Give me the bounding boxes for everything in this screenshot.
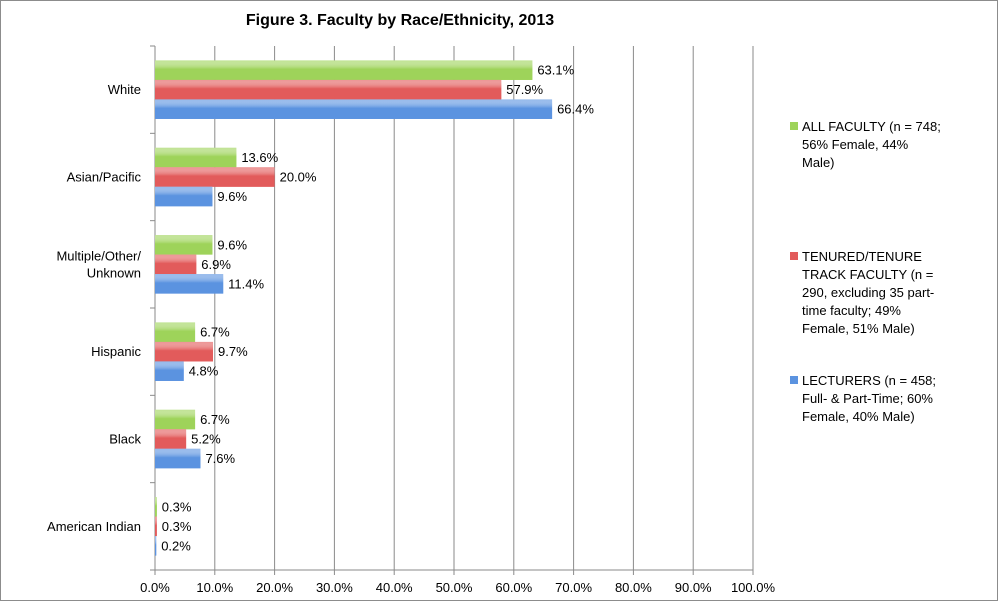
bar-shading bbox=[155, 167, 275, 187]
category-label: White bbox=[108, 82, 141, 97]
bar-shading bbox=[155, 448, 201, 469]
bar-shading bbox=[155, 429, 187, 449]
x-tick-label: 70.0% bbox=[555, 580, 592, 595]
bar-shading bbox=[155, 516, 157, 537]
category-label: Unknown bbox=[87, 265, 141, 280]
legend-label: TENURED/TENURE TRACK FACULTY (n = 290, exc… bbox=[802, 248, 967, 338]
data-label: 20.0% bbox=[280, 170, 317, 185]
legend-label-line: ALL FACULTY (n = 748; bbox=[802, 119, 941, 134]
x-tick-label: 10.0% bbox=[196, 580, 233, 595]
legend-label-line: Female, 51% Male) bbox=[802, 321, 915, 336]
data-label: 0.3% bbox=[162, 519, 192, 534]
legend-label-line: TENURED/TENURE bbox=[802, 249, 922, 264]
bar-shading bbox=[155, 536, 157, 556]
data-label: 5.2% bbox=[191, 432, 221, 447]
bar-shading bbox=[155, 361, 184, 381]
data-label: 6.9% bbox=[201, 257, 231, 272]
data-label: 66.4% bbox=[557, 102, 594, 117]
data-label: 9.7% bbox=[218, 344, 248, 359]
category-label: Multiple/Other/ bbox=[56, 248, 141, 263]
data-label: 0.2% bbox=[161, 538, 191, 553]
bar-shading bbox=[155, 147, 237, 168]
legend-swatch bbox=[790, 122, 798, 130]
data-label: 6.7% bbox=[200, 325, 230, 340]
bar-shading bbox=[155, 60, 533, 80]
data-label: 9.6% bbox=[217, 237, 247, 252]
bar-shading bbox=[155, 341, 214, 362]
category-label: Asian/Pacific bbox=[67, 170, 142, 185]
legend-label-line: 56% Female, 44% bbox=[802, 137, 909, 152]
x-tick-label: 90.0% bbox=[675, 580, 712, 595]
data-label: 13.6% bbox=[241, 150, 278, 165]
x-tick-label: 80.0% bbox=[615, 580, 652, 595]
data-label: 6.7% bbox=[200, 412, 230, 427]
bar-shading bbox=[155, 79, 502, 100]
bar-shading bbox=[155, 99, 553, 119]
legend-swatch bbox=[790, 252, 798, 260]
x-tick-label: 0.0% bbox=[140, 580, 170, 595]
data-label: 7.6% bbox=[205, 451, 235, 466]
bar-shading bbox=[155, 322, 196, 342]
x-tick-label: 40.0% bbox=[376, 580, 413, 595]
category-label: Black bbox=[109, 432, 141, 447]
legend-label-line: Male) bbox=[802, 155, 835, 170]
data-label: 57.9% bbox=[506, 82, 543, 97]
bar-shading bbox=[155, 409, 196, 430]
data-label: 9.6% bbox=[217, 189, 247, 204]
legend-label: ALL FACULTY (n = 748; 56% Female, 44% Male… bbox=[802, 118, 967, 172]
chart-title: Figure 3. Faculty by Race/Ethnicity, 201… bbox=[245, 12, 555, 29]
bar-shading bbox=[155, 186, 213, 207]
x-tick-label: 100.0% bbox=[731, 580, 776, 595]
x-tick-label: 30.0% bbox=[316, 580, 353, 595]
data-label: 11.4% bbox=[228, 276, 264, 291]
category-label: American Indian bbox=[47, 519, 141, 534]
legend-label-line: Full- & Part-Time; 60% bbox=[802, 391, 933, 406]
legend-swatch bbox=[790, 376, 798, 384]
x-tick-label: 60.0% bbox=[495, 580, 532, 595]
legend-label-line: LECTURERS (n = 458; bbox=[802, 373, 937, 388]
data-label: 0.3% bbox=[162, 499, 192, 514]
x-tick-label: 20.0% bbox=[256, 580, 293, 595]
legend-label-line: 290, excluding 35 part- bbox=[802, 285, 935, 300]
legend-label-line: TRACK FACULTY (n = bbox=[802, 267, 934, 282]
bar-shading bbox=[155, 274, 224, 294]
data-label: 4.8% bbox=[189, 364, 219, 379]
legend-label-line: time faculty; 49% bbox=[802, 303, 901, 318]
legend-label: LECTURERS (n = 458; Full- & Part-Time; 60… bbox=[802, 372, 967, 426]
category-label: Hispanic bbox=[91, 344, 141, 359]
bar-shading bbox=[155, 497, 157, 517]
legend-label-line: Female, 40% Male) bbox=[802, 409, 915, 424]
bar-shading bbox=[155, 254, 197, 275]
bar-shading bbox=[155, 235, 213, 255]
data-label: 63.1% bbox=[537, 63, 574, 78]
x-tick-label: 50.0% bbox=[436, 580, 473, 595]
